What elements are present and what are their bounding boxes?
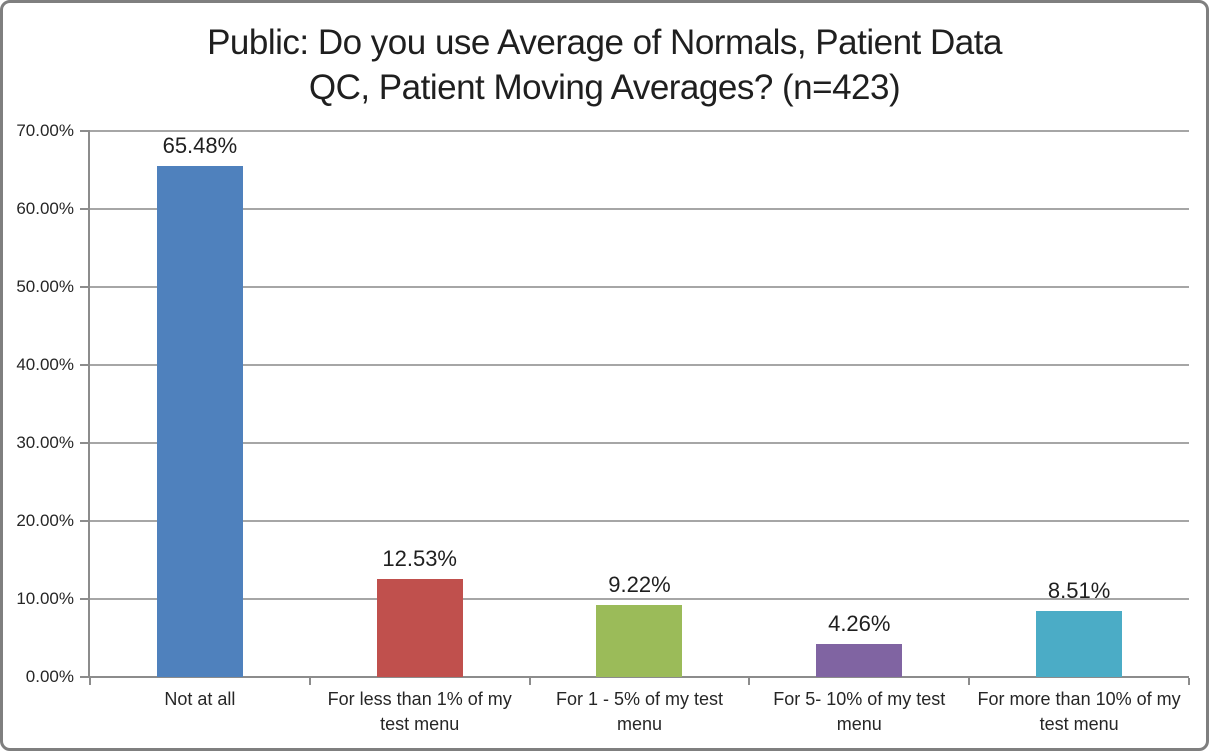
bar-slot-1: 12.53% — [310, 131, 530, 677]
bar-slot-3: 4.26% — [749, 131, 969, 677]
gridline-70 — [90, 130, 1189, 132]
y-tick-label-0: 0.00% — [25, 667, 74, 686]
bar-value-label-1: 12.53% — [382, 546, 457, 572]
y-tick-0 — [80, 676, 88, 678]
x-category-label-2: For 1 - 5% of my test menu — [555, 689, 724, 734]
y-tick-60 — [80, 208, 88, 210]
x-boundary-tick-2 — [528, 678, 531, 685]
gridline-60 — [90, 208, 1189, 210]
bar-value-label-4: 8.51% — [1047, 577, 1111, 603]
chart-title-line-1: Public: Do you use Average of Normals, P… — [207, 23, 1002, 62]
x-category-label-3: For 5- 10% of my test menu — [773, 689, 946, 734]
bar-slot-4: 8.51% — [969, 131, 1189, 677]
x-category-label-1: For less than 1% of my test menu — [327, 689, 512, 734]
y-tick-10 — [80, 598, 88, 601]
y-tick-40 — [80, 364, 88, 367]
x-boundary-tick-1 — [308, 678, 311, 685]
bar-2 — [596, 605, 683, 677]
bar-slot-2: 9.22% — [530, 131, 750, 677]
y-tick-label-10: 10.00% — [16, 589, 74, 608]
y-tick-70 — [80, 130, 88, 132]
x-axis-line — [88, 676, 1189, 678]
y-tick-label-60: 60.00% — [16, 199, 74, 218]
y-axis-line — [88, 130, 90, 678]
gridline-30 — [90, 442, 1189, 444]
bar-value-label-3: 4.26% — [828, 610, 891, 636]
x-category-label-0: Not at all — [164, 689, 236, 709]
y-tick-label-20: 20.00% — [16, 511, 74, 530]
y-tick-20 — [80, 520, 88, 523]
y-tick-label-70: 70.00% — [16, 121, 74, 140]
gridline-50 — [90, 286, 1189, 288]
bar-3 — [816, 643, 903, 677]
y-tick-50 — [80, 286, 88, 288]
bar-1 — [376, 579, 463, 677]
chart-title-line-2: QC, Patient Moving Averages? (n=423) — [308, 68, 901, 107]
bar-0 — [156, 166, 243, 677]
x-boundary-tick-5 — [1188, 678, 1190, 685]
x-boundary-tick-3 — [748, 678, 751, 685]
x-category-label-4: For more than 10% of my test menu — [977, 689, 1181, 734]
chart-title: Public: Do you use Average of Normals, P… — [3, 20, 1206, 110]
plot-area: 0.00% 10.00% 20.00% 30.00% 40.00% 50.00% 60.00… — [16, 121, 1190, 686]
bar-4 — [1036, 610, 1123, 677]
y-tick-label-50: 50.00% — [16, 277, 74, 296]
bar-value-label-0: 65.48% — [162, 133, 238, 159]
y-tick-30 — [80, 442, 88, 444]
bar-value-label-2: 9.22% — [608, 572, 671, 598]
y-tick-label-30: 30.00% — [16, 433, 74, 452]
gridline-20 — [90, 520, 1189, 523]
bar-slot-0: 65.48% — [90, 131, 310, 677]
x-boundary-tick-0 — [89, 678, 91, 685]
gridline-40 — [90, 364, 1189, 367]
gridline-10 — [90, 598, 1189, 601]
y-tick-label-40: 40.00% — [16, 355, 74, 374]
x-axis-labels: Not at all For less than 1% of my test me… — [90, 687, 1189, 737]
x-boundary-tick-4 — [968, 678, 971, 685]
